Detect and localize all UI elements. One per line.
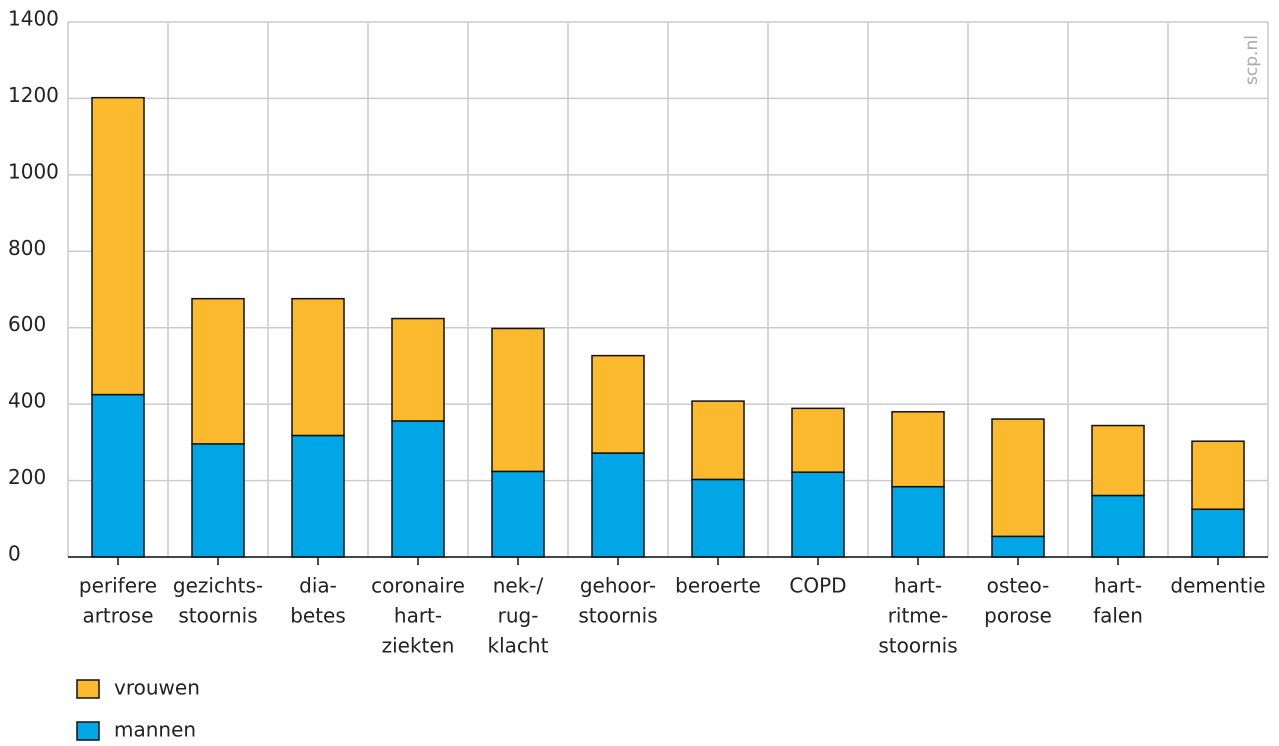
x-tick-label: dementie [1170,574,1265,598]
bar-segment [91,393,145,558]
x-tick-label: gehoor- [580,574,656,598]
bar-segment [991,535,1045,558]
bar-segment [91,96,145,396]
y-tick-label: 400 [8,389,46,413]
bar-segment [291,297,345,437]
bar-segment [691,478,745,558]
y-tick-label: 1200 [8,83,59,107]
y-tick-label: 800 [8,236,46,260]
bar-segment [491,470,545,558]
bar-segment [191,297,245,445]
y-tick-label: 1400 [8,7,59,31]
x-tick-label: stoornis [878,634,957,658]
x-tick-label: ritme- [888,604,949,628]
bar-segment [791,407,845,473]
bar-segment [1191,508,1245,558]
bar-segment [491,327,545,473]
x-tick-label: COPD [789,574,846,598]
y-tick-label: 1000 [8,159,59,183]
y-tick-label: 200 [8,465,46,489]
bar-segment [1091,424,1145,497]
bar-segment [891,485,945,558]
bar-segment [691,400,745,481]
x-tick-label: hart- [1094,574,1142,598]
x-tick-label: klacht [488,634,549,658]
x-tick-label: hart- [394,604,442,628]
legend-label: mannen [114,718,196,742]
x-tick-label: falen [1093,604,1143,628]
x-tick-label: coronaire [371,574,465,598]
x-tick-label: artrose [82,604,153,628]
bar-segment [1091,494,1145,558]
x-tick-label: nek-/ [493,574,544,598]
x-tick-label: beroerte [675,574,761,598]
x-tick-label: stoornis [178,604,257,628]
bar-segment [591,452,645,558]
y-tick-label: 600 [8,312,46,336]
x-tick-label: rug- [498,604,539,628]
x-tick-label: ziekten [382,634,455,658]
x-tick-label: osteo- [987,574,1050,598]
x-tick-label: dia- [299,574,337,598]
legend-swatch [76,679,100,699]
bar-segment [391,317,445,422]
x-tick-label: perifere [79,574,157,598]
bar-segment [1191,440,1245,510]
legend-label: vrouwen [114,676,200,700]
x-tick-label: porose [984,604,1052,628]
bar-segment [891,411,945,488]
x-tick-label: stoornis [578,604,657,628]
bar-segment [191,443,245,558]
bar-segment [291,434,345,558]
legend-swatch [76,721,100,741]
source-label: scp.nl [1242,35,1262,85]
x-tick-label: betes [290,604,346,628]
y-tick-label: 0 [8,542,21,566]
x-tick-label: hart- [894,574,942,598]
bar-segment [391,420,445,558]
x-tick-label: gezichts- [173,574,263,598]
bar-segment [991,418,1045,538]
bar-segment [791,471,845,558]
bar-segment [591,354,645,454]
